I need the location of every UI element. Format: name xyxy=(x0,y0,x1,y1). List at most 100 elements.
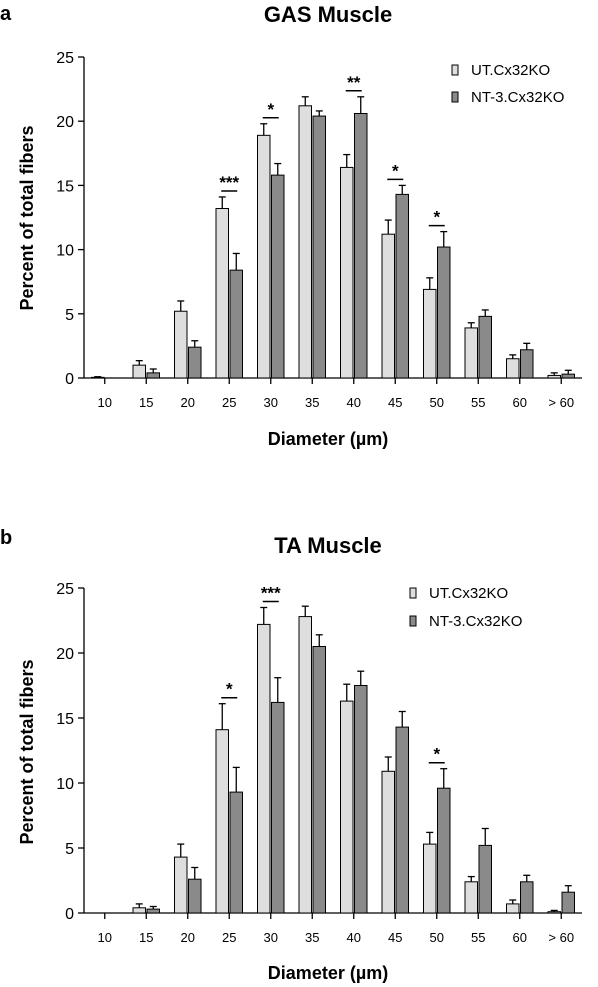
panel-b-x-tick-label: 15 xyxy=(139,930,153,945)
panel-b-ut-bar-60 xyxy=(506,903,520,914)
panel-b-y-tick-label: 20 xyxy=(56,646,74,663)
panel-a-title: GAS Muscle xyxy=(264,2,392,27)
panel-a-ut-bar-40 xyxy=(340,166,354,379)
panel-a-significance-label: *** xyxy=(219,173,239,192)
panel-b-nt-bar-25 xyxy=(229,791,243,914)
panel-a-ut-bar-60 xyxy=(547,374,561,379)
panel-a-ut-bar-35 xyxy=(298,105,312,379)
panel-b-legend-label-nt: NT-3.Cx32KO xyxy=(429,613,522,630)
panel-b-y-axis-label: Percent of total fibers xyxy=(17,659,37,844)
panel-a-x-tick-label: 50 xyxy=(430,395,444,410)
panel-b-x-tick-label: 60 xyxy=(513,930,527,945)
panel-b-nt-bar-50 xyxy=(437,787,451,914)
panel-a-legend-label-ut: UT.Cx32KO xyxy=(471,62,550,79)
panel-b-ut-bar-55 xyxy=(464,881,478,914)
panel-b-x-tick-label: 50 xyxy=(430,930,444,945)
panel-b-letter: b xyxy=(0,527,12,549)
panel-b-x-tick-label: 25 xyxy=(222,930,236,945)
panel-a-nt-bar-45 xyxy=(395,193,409,379)
panel-a-nt-bar-40 xyxy=(354,112,368,379)
panel-a-y-tick-label: 15 xyxy=(56,178,74,195)
panel-a-y-axis-label: Percent of total fibers xyxy=(17,125,37,310)
panel-a-nt-bar-20 xyxy=(188,346,202,379)
panel-a-ut-bar-30 xyxy=(257,134,271,379)
panel-a-x-tick-label: > 60 xyxy=(548,395,574,410)
panel-b-ut-bar-50 xyxy=(423,843,437,914)
panel-a-x-tick-label: 30 xyxy=(264,395,278,410)
panel-a-legend-swatch-ut xyxy=(451,64,459,76)
panel-b-ut-bar-35 xyxy=(298,616,312,914)
panel-a-legend-label-nt: NT-3.Cx32KO xyxy=(471,89,564,106)
panel-a-nt-bar-55 xyxy=(478,315,492,379)
panel-b-nt-bar-45 xyxy=(395,726,409,914)
panel-a-x-tick-label: 35 xyxy=(305,395,319,410)
panel-a-nt-bar-60 xyxy=(561,373,575,379)
panel-a-y-tick-label: 25 xyxy=(56,50,74,67)
panel-b-y-tick-label: 25 xyxy=(56,581,74,598)
panel-b-x-tick-label: > 60 xyxy=(548,930,574,945)
panel-a-x-tick-label: 40 xyxy=(347,395,361,410)
panel-a-significance-label: ** xyxy=(347,73,361,92)
panel-b-ut-bar-60 xyxy=(547,911,561,914)
panel-b-y-tick-label: 15 xyxy=(56,711,74,728)
panel-a-significance-label: * xyxy=(433,208,440,227)
panel-b-legend-label-ut: UT.Cx32KO xyxy=(429,585,508,602)
panel-a: a GAS Muscle Percent of total fibers Dia… xyxy=(0,2,582,449)
panel-b-nt-bar-30 xyxy=(271,701,285,914)
panel-b-nt-bar-15 xyxy=(146,908,160,914)
panel-a-ut-bar-50 xyxy=(423,288,437,379)
panel-b-ut-bar-30 xyxy=(257,623,271,914)
panel-a-ut-bar-15 xyxy=(132,364,146,379)
panel-b-ut-bar-25 xyxy=(215,729,229,914)
panel-a-x-tick-label: 45 xyxy=(388,395,402,410)
panel-a-y-tick-label: 0 xyxy=(65,371,74,388)
panel-b-x-tick-label: 40 xyxy=(347,930,361,945)
panel-b-ut-bar-40 xyxy=(340,700,354,914)
panel-a-x-tick-label: 55 xyxy=(471,395,485,410)
panel-a-significance-label: * xyxy=(267,100,274,119)
panel-a-nt-bar-15 xyxy=(146,372,160,379)
panel-b-y-tick-label: 0 xyxy=(65,906,74,923)
panel-a-x-axis-label: Diameter (µm) xyxy=(268,429,388,449)
panel-b-x-tick-label: 45 xyxy=(388,930,402,945)
panel-a-nt-bar-50 xyxy=(437,246,451,379)
panel-a-x-tick-label: 60 xyxy=(513,395,527,410)
panel-a-ut-bar-25 xyxy=(215,208,229,379)
panel-b-nt-bar-20 xyxy=(188,878,202,914)
panel-b-x-tick-label: 55 xyxy=(471,930,485,945)
panel-b-x-tick-label: 30 xyxy=(264,930,278,945)
panel-a-legend-swatch-nt xyxy=(451,91,459,103)
panel-b-significance-label: * xyxy=(433,745,440,764)
panel-a-y-tick-label: 5 xyxy=(65,307,74,324)
panel-a-x-tick-label: 20 xyxy=(181,395,195,410)
panel-b-nt-bar-35 xyxy=(312,646,326,914)
panel-b-x-tick-label: 35 xyxy=(305,930,319,945)
panel-a-nt-bar-35 xyxy=(312,115,326,379)
panel-b-nt-bar-40 xyxy=(354,685,368,914)
panel-b-x-axis-label: Diameter (µm) xyxy=(268,963,388,983)
panel-a-y-tick-label: 10 xyxy=(56,243,74,260)
panel-a-ut-bar-55 xyxy=(464,327,478,379)
panel-a-ut-bar-10 xyxy=(91,376,105,379)
panel-b-nt-bar-60 xyxy=(520,881,534,914)
panel-b-nt-bar-55 xyxy=(478,844,492,914)
panel-a-x-tick-label: 15 xyxy=(139,395,153,410)
panel-a-ut-bar-60 xyxy=(506,358,520,379)
panel-a-ut-bar-45 xyxy=(381,233,395,379)
panel-b-legend-swatch-ut xyxy=(409,587,417,599)
panel-a-nt-bar-30 xyxy=(271,174,285,379)
panel-b-x-tick-label: 20 xyxy=(181,930,195,945)
panel-a-significance-label: * xyxy=(392,161,399,180)
panel-b-ut-bar-20 xyxy=(174,856,188,914)
panel-b-significance-label: * xyxy=(226,680,233,699)
panel-a-x-tick-label: 25 xyxy=(222,395,236,410)
panel-b-y-tick-label: 5 xyxy=(65,841,74,858)
panel-b-significance-label: *** xyxy=(261,584,281,603)
panel-b-ut-bar-45 xyxy=(381,770,395,914)
panel-a-x-tick-label: 10 xyxy=(98,395,112,410)
panel-a-letter: a xyxy=(0,3,12,25)
panel-a-nt-bar-60 xyxy=(520,349,534,379)
panel-b-y-tick-label: 10 xyxy=(56,776,74,793)
